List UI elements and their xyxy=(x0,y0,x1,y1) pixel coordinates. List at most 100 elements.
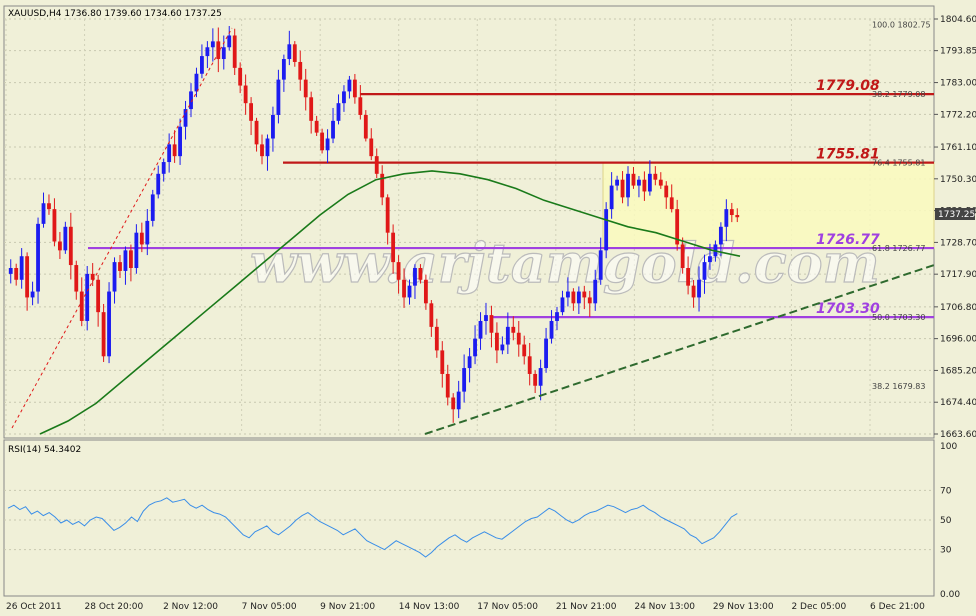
candle-body xyxy=(620,179,625,198)
candle-body xyxy=(281,59,286,80)
candle-body xyxy=(478,320,483,339)
candle-body xyxy=(533,373,538,386)
candle-body xyxy=(249,103,254,121)
candle-body xyxy=(637,179,641,186)
candle-body xyxy=(52,209,57,242)
candle-body xyxy=(292,44,297,62)
candle-body xyxy=(418,268,423,280)
x-tick-label: 21 Nov 21:00 xyxy=(556,602,617,612)
candle-body xyxy=(451,397,456,410)
candle-body xyxy=(402,279,406,298)
candle-body xyxy=(391,232,396,263)
y-tick-label: 1804.60 xyxy=(940,15,976,25)
candle-body xyxy=(150,194,155,221)
rsi-header: RSI(14) 54.3402 xyxy=(8,445,81,455)
x-tick-label: 7 Nov 05:00 xyxy=(242,602,297,612)
price-levels: 1779.08 1755.81 1726.77 1703.30 100.0 1802.7… xyxy=(88,20,934,391)
rsi-tick-label: 0.00 xyxy=(940,590,960,600)
fib-label: 100.0 1802.75 xyxy=(872,20,931,29)
candle-body xyxy=(429,303,434,327)
candle-body xyxy=(538,368,543,386)
watermark: www.arjtamgold.com xyxy=(250,231,880,295)
candle-body xyxy=(380,173,385,198)
y-tick-label: 1717.90 xyxy=(940,270,976,280)
candle-body xyxy=(118,262,122,271)
y-tick-label: 1793.85 xyxy=(940,47,976,57)
time-axis: 26 Oct 2011 28 Oct 20:00 2 Nov 12:00 7 Nov … xyxy=(6,602,925,612)
candle-body xyxy=(462,368,467,392)
candle-body xyxy=(68,226,73,266)
candle-body xyxy=(112,262,117,292)
candle-body xyxy=(238,67,243,86)
candle-body xyxy=(445,373,450,398)
x-tick-label: 26 Oct 2011 xyxy=(6,602,62,612)
candle-body xyxy=(653,173,658,180)
candle-body xyxy=(227,35,232,48)
candle-body xyxy=(544,338,548,369)
candle-body xyxy=(642,179,647,192)
level-label: 1755.81 xyxy=(816,147,880,163)
candle-body xyxy=(576,291,581,304)
candle-body xyxy=(210,41,215,48)
rsi-tick-label: 70 xyxy=(940,486,952,496)
candle-body xyxy=(555,312,559,321)
y-tick-label: 1728.70 xyxy=(940,238,976,248)
x-tick-label: 9 Nov 21:00 xyxy=(320,602,375,612)
candle-body xyxy=(396,262,401,280)
candle-body xyxy=(647,173,652,192)
rsi-line xyxy=(7,497,738,558)
candle-body xyxy=(626,173,630,198)
candle-body xyxy=(342,91,346,104)
candle-body xyxy=(123,250,128,271)
candle-body xyxy=(139,232,144,245)
candle-body xyxy=(101,312,106,357)
candle-body xyxy=(232,35,237,68)
candle-body xyxy=(47,203,51,210)
rsi-tick-label: 50 xyxy=(940,516,952,526)
candle-body xyxy=(309,97,314,121)
candle-body xyxy=(96,279,101,313)
y-tick-label: 1750.30 xyxy=(940,175,976,185)
level-label: 1703.30 xyxy=(816,301,880,317)
x-tick-label: 24 Nov 13:00 xyxy=(634,602,695,612)
candle-body xyxy=(658,179,663,186)
candle-body xyxy=(729,209,734,216)
current-price-label: 1737.25 xyxy=(938,210,975,220)
candle-body xyxy=(604,209,609,251)
x-tick-label: 2 Dec 05:00 xyxy=(791,602,846,612)
fib-label: 38.2 1779.08 xyxy=(872,90,925,99)
candle-body xyxy=(724,209,729,227)
y-tick-label: 1772.20 xyxy=(940,110,976,120)
x-tick-label: 2 Nov 12:00 xyxy=(163,602,218,612)
candle-body xyxy=(57,241,62,251)
candle-body xyxy=(718,226,723,245)
candle-body xyxy=(484,315,488,321)
candle-body xyxy=(276,79,281,115)
candle-body xyxy=(265,138,270,157)
candle-body xyxy=(675,209,680,245)
candle-body xyxy=(303,79,308,98)
candle-body xyxy=(385,197,390,233)
candle-body xyxy=(271,114,275,139)
candle-body xyxy=(609,185,614,210)
moving-average-line xyxy=(39,170,741,435)
candle-body xyxy=(8,268,13,274)
x-tick-label: 14 Nov 13:00 xyxy=(399,602,460,612)
candle-body xyxy=(260,144,264,157)
candle-body xyxy=(708,256,712,263)
candles xyxy=(8,26,740,423)
fib-label: 61.8 1726.77 xyxy=(872,244,925,253)
candle-body xyxy=(473,338,477,357)
candle-body xyxy=(527,356,532,374)
rsi-tick-label: 100 xyxy=(940,442,957,452)
candle-body xyxy=(167,144,172,163)
candle-body xyxy=(423,279,428,304)
candle-body xyxy=(298,61,303,80)
candle-body xyxy=(36,223,40,292)
level-label: 1779.08 xyxy=(816,78,880,94)
candle-body xyxy=(85,273,90,321)
y-tick-label: 1783.00 xyxy=(940,79,976,89)
x-tick-label: 17 Nov 05:00 xyxy=(477,602,538,612)
candle-body xyxy=(216,41,221,60)
candle-body xyxy=(156,173,161,195)
